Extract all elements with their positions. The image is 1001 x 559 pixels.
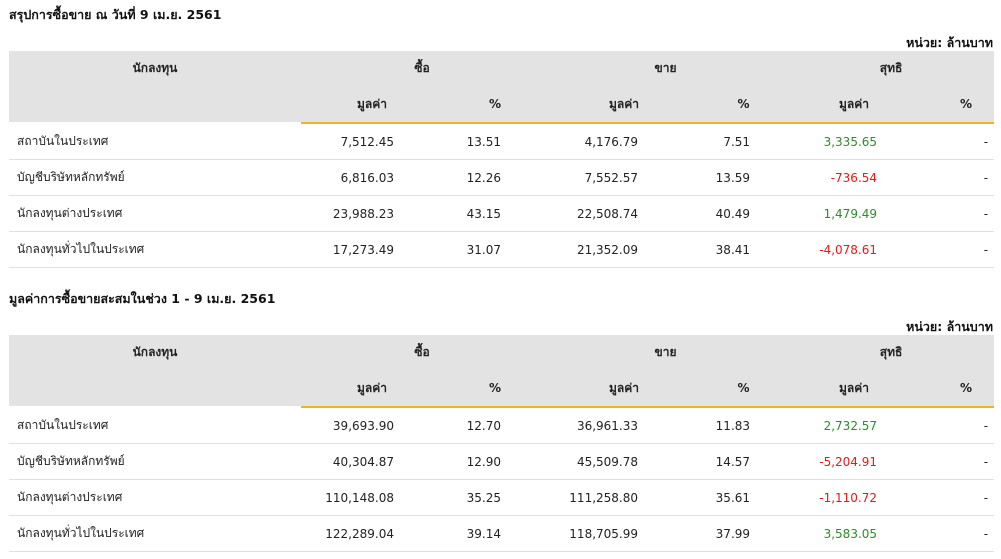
net-percent-cell: - (929, 407, 995, 444)
table-row: สถาบันในประเทศ 39,693.90 12.70 36,961.33 11.… (9, 407, 995, 444)
header-sell-value: มูลค่า (543, 86, 700, 124)
sell-value-cell: 111,258.80 (543, 479, 700, 516)
net-percent-cell: - (929, 195, 995, 232)
net-percent-cell: - (929, 159, 995, 196)
net-percent-cell: - (929, 443, 995, 480)
header-sell-value: มูลค่า (543, 370, 700, 408)
net-value-cell: -736.54 (788, 159, 930, 196)
buy-percent-cell: 12.90 (447, 443, 544, 480)
net-value-cell: -1,110.72 (788, 479, 930, 516)
buy-percent-cell: 35.25 (447, 479, 544, 516)
table-row: บัญชีบริษัทหลักทรัพย์ 6,816.03 12.26 7,552.… (9, 159, 995, 196)
net-value-cell: 3,583.05 (788, 515, 930, 552)
header-net-value: มูลค่า (788, 86, 930, 124)
buy-percent-cell: 13.51 (447, 123, 544, 160)
buy-value-cell: 122,289.04 (301, 515, 447, 552)
table-row: นักลงทุนต่างประเทศ 23,988.23 43.15 22,508.7… (9, 195, 995, 232)
buy-percent-cell: 12.70 (447, 407, 544, 444)
section-title: มูลค่าการซื้อขายสะสมในช่วง 1 - 9 เม.ย. 2… (9, 291, 276, 306)
sell-value-cell: 36,961.33 (543, 407, 700, 444)
buy-value-cell: 39,693.90 (301, 407, 447, 444)
trading-summary-table: นักลงทุน ซื้อ ขาย สุทธิ มูลค่า % มูลค่า … (9, 335, 995, 552)
header-sell-percent: % (699, 370, 789, 408)
header-investor: นักลงทุน (9, 51, 301, 86)
header-net-percent: % (929, 370, 995, 408)
trading-summary-table: นักลงทุน ซื้อ ขาย สุทธิ มูลค่า % มูลค่า … (9, 51, 995, 268)
buy-percent-cell: 12.26 (447, 159, 544, 196)
table-row: นักลงทุนทั่วไปในประเทศ 122,289.04 39.14 118… (9, 515, 995, 552)
investor-name-cell: นักลงทุนต่างประเทศ (9, 479, 301, 516)
table-row: สถาบันในประเทศ 7,512.45 13.51 4,176.79 7.51 3… (9, 123, 995, 160)
buy-value-cell: 7,512.45 (301, 123, 447, 160)
header-buy-value: มูลค่า (301, 370, 447, 408)
sell-value-cell: 7,552.57 (543, 159, 700, 196)
header-buy-percent: % (447, 370, 544, 408)
investor-name-cell: สถาบันในประเทศ (9, 407, 301, 444)
sell-percent-cell: 11.83 (699, 407, 789, 444)
net-percent-cell: - (929, 479, 995, 516)
investor-name-cell: บัญชีบริษัทหลักทรัพย์ (9, 159, 301, 196)
sell-percent-cell: 7.51 (699, 123, 789, 160)
header-sell-percent: % (699, 86, 789, 124)
investor-name-cell: บัญชีบริษัทหลักทรัพย์ (9, 443, 301, 480)
header-buy: ซื้อ (301, 51, 544, 86)
unit-label: หน่วย: ล้านบาท (906, 35, 993, 50)
table-row: นักลงทุนทั่วไปในประเทศ 17,273.49 31.07 21,3… (9, 231, 995, 268)
header-investor: นักลงทุน (9, 335, 301, 370)
investor-name-cell: สถาบันในประเทศ (9, 123, 301, 160)
section-title: สรุปการซื้อขาย ณ วันที่ 9 เม.ย. 2561 (9, 7, 222, 22)
sell-value-cell: 22,508.74 (543, 195, 700, 232)
net-value-cell: -4,078.61 (788, 231, 930, 268)
net-percent-cell: - (929, 515, 995, 552)
table-row: นักลงทุนต่างประเทศ 110,148.08 35.25 111,258… (9, 479, 995, 516)
header-sell: ขาย (543, 335, 789, 370)
net-percent-cell: - (929, 123, 995, 160)
header-net-value: มูลค่า (788, 370, 930, 408)
header-buy-value: มูลค่า (301, 86, 447, 124)
unit-label: หน่วย: ล้านบาท (906, 319, 993, 334)
sell-percent-cell: 37.99 (699, 515, 789, 552)
net-value-cell: 1,479.49 (788, 195, 930, 232)
sell-value-cell: 21,352.09 (543, 231, 700, 268)
header-net-percent: % (929, 86, 995, 124)
buy-value-cell: 110,148.08 (301, 479, 447, 516)
table-body: สถาบันในประเทศ 39,693.90 12.70 36,961.33 11.… (9, 407, 995, 552)
header-empty (9, 370, 301, 408)
header-buy: ซื้อ (301, 335, 544, 370)
net-value-cell: -5,204.91 (788, 443, 930, 480)
sell-value-cell: 118,705.99 (543, 515, 700, 552)
net-percent-cell: - (929, 231, 995, 268)
investor-name-cell: นักลงทุนทั่วไปในประเทศ (9, 515, 301, 552)
buy-value-cell: 17,273.49 (301, 231, 447, 268)
header-empty (9, 86, 301, 124)
table-row: บัญชีบริษัทหลักทรัพย์ 40,304.87 12.90 45,50… (9, 443, 995, 480)
header-sell: ขาย (543, 51, 789, 86)
net-value-cell: 3,335.65 (788, 123, 930, 160)
investor-name-cell: นักลงทุนต่างประเทศ (9, 195, 301, 232)
header-buy-percent: % (447, 86, 544, 124)
sell-value-cell: 45,509.78 (543, 443, 700, 480)
net-value-cell: 2,732.57 (788, 407, 930, 444)
buy-value-cell: 40,304.87 (301, 443, 447, 480)
buy-percent-cell: 39.14 (447, 515, 544, 552)
sell-percent-cell: 40.49 (699, 195, 789, 232)
sell-percent-cell: 35.61 (699, 479, 789, 516)
buy-value-cell: 6,816.03 (301, 159, 447, 196)
sell-percent-cell: 14.57 (699, 443, 789, 480)
sell-value-cell: 4,176.79 (543, 123, 700, 160)
buy-percent-cell: 43.15 (447, 195, 544, 232)
header-net: สุทธิ (788, 51, 995, 86)
sell-percent-cell: 13.59 (699, 159, 789, 196)
investor-name-cell: นักลงทุนทั่วไปในประเทศ (9, 231, 301, 268)
table-body: สถาบันในประเทศ 7,512.45 13.51 4,176.79 7.51 3… (9, 123, 995, 268)
buy-value-cell: 23,988.23 (301, 195, 447, 232)
sell-percent-cell: 38.41 (699, 231, 789, 268)
buy-percent-cell: 31.07 (447, 231, 544, 268)
header-net: สุทธิ (788, 335, 995, 370)
